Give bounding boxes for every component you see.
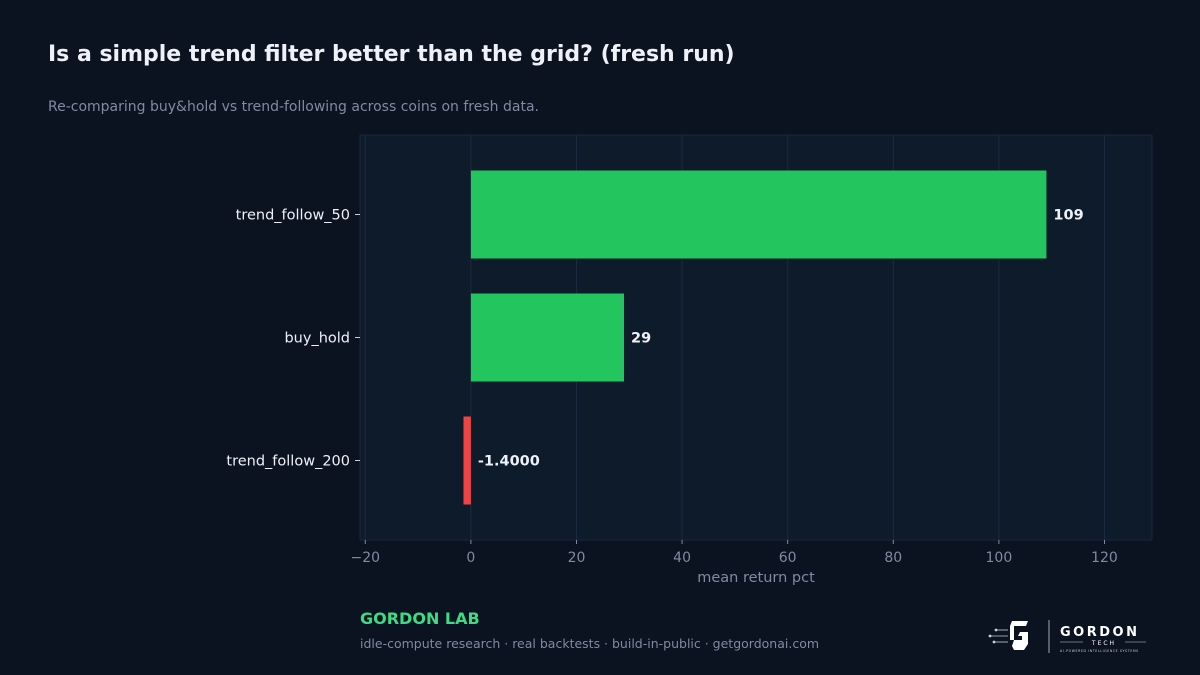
bar-value-label: 29	[631, 331, 651, 347]
circuit-lines-icon	[988, 628, 1008, 644]
x-tick-label: 60	[779, 550, 797, 566]
bar-chart: −20 0 20 40 60 80 100 120 trend_follow_50 109 buy_…	[226, 134, 1153, 586]
y-tick-label: trend_follow_200	[226, 454, 350, 470]
brand-name: GORDON LAB	[360, 609, 480, 628]
chart-title: Is a simple trend filter better than the…	[48, 42, 735, 67]
y-tick-label: trend_follow_50	[236, 208, 350, 224]
gordon-tech-logo: GORDON TECH AI-POWERED INTELLIGENCE SYST…	[988, 620, 1146, 653]
logo-sub: TECH	[1091, 640, 1116, 647]
x-axis-label: mean return pct	[697, 570, 815, 586]
x-tick-label: 120	[1091, 550, 1118, 566]
x-tick-label: 80	[884, 550, 902, 566]
x-tick-label: 40	[673, 550, 691, 566]
bar	[470, 293, 624, 382]
chart-subtitle: Re-comparing buy&hold vs trend-following…	[48, 99, 539, 115]
logo-wordmark: GORDON	[1060, 625, 1139, 640]
y-tick-label: buy_hold	[284, 331, 350, 347]
x-tick-label: 100	[986, 550, 1013, 566]
bar-value-label: -1.4000	[478, 454, 540, 470]
bar	[470, 170, 1047, 259]
bar	[463, 416, 471, 505]
logo-small-text: AI-POWERED INTELLIGENCE SYSTEMS	[1060, 649, 1139, 653]
brand-tagline: idle-compute research · real backtests ·…	[360, 636, 820, 651]
bar-value-label: 109	[1053, 208, 1083, 224]
x-tick-label: −20	[351, 550, 381, 566]
x-tick-label: 20	[568, 550, 586, 566]
x-tick-label: 0	[466, 550, 475, 566]
g-mark-icon	[1010, 621, 1028, 650]
